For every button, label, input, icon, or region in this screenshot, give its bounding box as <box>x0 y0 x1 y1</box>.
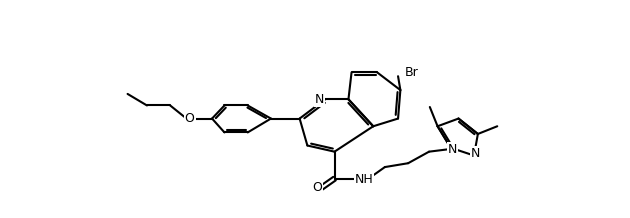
Text: NH: NH <box>355 173 374 186</box>
Text: O: O <box>312 181 323 194</box>
Text: N: N <box>447 143 457 156</box>
Text: N: N <box>315 93 324 106</box>
Text: Br: Br <box>405 66 419 79</box>
Text: O: O <box>185 112 195 125</box>
Text: N: N <box>471 148 480 160</box>
